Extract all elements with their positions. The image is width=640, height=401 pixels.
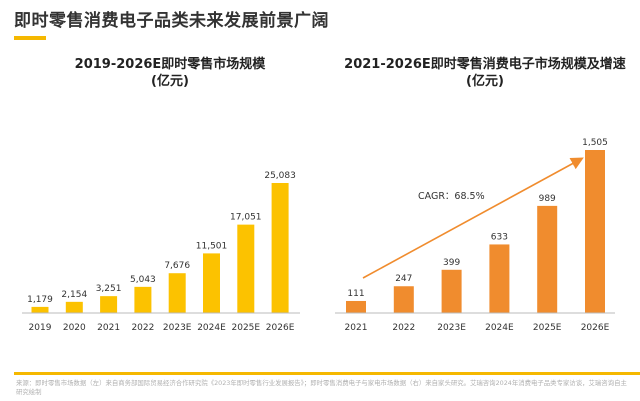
right-chart-value-label: 247 <box>395 274 412 284</box>
right-chart-value-label: 633 <box>491 232 508 242</box>
left-chart-category-label: 2021 <box>97 323 120 333</box>
right-bar-chart: 111 2021 247 2022 399 2023E 633 2024E 989 2025E 1,… <box>335 138 615 333</box>
left-chart-category-label: 2020 <box>63 323 86 333</box>
left-chart-title: 2019-2026E即时零售市场规模 (亿元) <box>74 57 266 89</box>
left-chart-value-label: 7,676 <box>164 261 190 271</box>
right-chart-value-label: 399 <box>443 258 460 268</box>
left-chart-value-label: 2,154 <box>61 290 87 300</box>
left-chart-category-label: 2022 <box>131 323 154 333</box>
right-chart-value-label: 1,505 <box>582 138 608 148</box>
left-chart-value-label: 5,043 <box>130 275 156 285</box>
right-chart-category-label: 2023E <box>437 323 466 333</box>
left-bar-chart: 1,179 2019 2,154 2020 3,251 2021 5,043 2022 7,67… <box>22 171 300 333</box>
left-chart-category-label: 2024E <box>197 323 226 333</box>
right-chart-value-label: 111 <box>347 289 364 299</box>
left-chart-value-label: 17,051 <box>230 213 262 223</box>
left-chart-bar <box>65 301 83 313</box>
left-chart-value-label: 11,501 <box>196 241 228 251</box>
left-chart-category-label: 2023E <box>163 323 192 333</box>
left-chart-category-label: 2025E <box>232 323 261 333</box>
left-chart-value-label: 25,083 <box>264 171 296 181</box>
page-title: 即时零售消费电子品类未来发展前景广阔 <box>14 11 329 31</box>
right-chart-category-label: 2024E <box>485 323 514 333</box>
left-chart-category-label: 2019 <box>29 323 52 333</box>
title-underline <box>14 36 46 40</box>
right-chart-bar <box>537 205 558 313</box>
right-chart-bar <box>441 269 462 313</box>
source-note: 来源：即时零售市场数据（左）来自商务部国际贸易经济合作研究院《2023年即时零售… <box>16 379 627 396</box>
right-chart-title: 2021-2026E即时零售消费电子市场规模及增速 (亿元) <box>344 57 626 89</box>
left-chart-value-label: 3,251 <box>96 284 122 294</box>
cagr-annotation: CAGR：68.5% <box>418 191 485 202</box>
right-chart-bar <box>346 300 366 313</box>
left-chart-bar <box>203 253 220 313</box>
left-chart-bar <box>271 183 289 313</box>
left-chart-bar <box>134 286 152 313</box>
right-chart-bar <box>489 244 510 313</box>
left-chart-bar <box>168 273 186 313</box>
right-chart-category-label: 2021 <box>345 323 368 333</box>
left-chart-category-label: 2026E <box>266 323 295 333</box>
cagr-trend-arrow <box>362 157 584 279</box>
left-chart-bar <box>100 296 118 313</box>
left-chart-value-label: 1,179 <box>27 295 53 305</box>
right-chart-bar <box>393 286 414 313</box>
right-chart-category-label: 2025E <box>533 323 562 333</box>
right-chart-category-label: 2026E <box>581 323 610 333</box>
footer-divider <box>14 372 640 375</box>
right-chart-value-label: 989 <box>539 194 556 204</box>
right-chart-bar <box>585 150 605 313</box>
left-chart-bar <box>31 306 49 313</box>
left-chart-bar <box>237 224 255 313</box>
right-chart-category-label: 2022 <box>392 323 415 333</box>
